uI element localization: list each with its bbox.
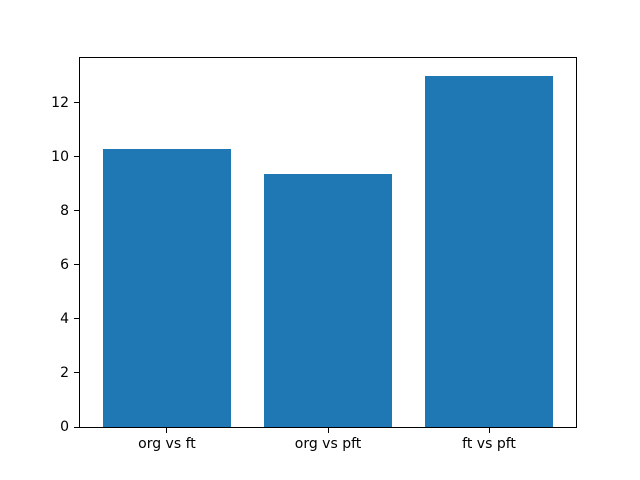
y-tick-label: 8 [60,202,69,219]
y-tick-mark [74,372,79,374]
x-tick-label: org vs pft [294,436,362,452]
y-tick-mark [74,156,79,158]
x-tick-mark [166,428,168,433]
y-tick-label: 6 [60,256,69,273]
x-tick-mark [488,428,490,433]
y-tick-label: 0 [60,419,69,435]
y-tick-mark [74,264,79,266]
bar-ft-vs-pft [424,75,554,427]
y-tick-mark [74,210,79,212]
x-tick-mark [327,428,329,433]
y-tick-label: 4 [60,310,69,327]
y-tick-label: 12 [51,94,69,111]
y-tick-label: 10 [51,148,69,165]
bar-org-vs-pft [263,174,393,427]
bar-org-vs-ft [102,148,232,427]
x-tick-label: ft vs pft [462,436,516,452]
y-tick-label: 2 [60,364,69,381]
y-tick-mark [74,102,79,104]
plot-area [79,57,577,428]
x-tick-label: org vs ft [138,436,196,452]
y-tick-mark [74,318,79,320]
y-tick-mark [74,426,79,428]
